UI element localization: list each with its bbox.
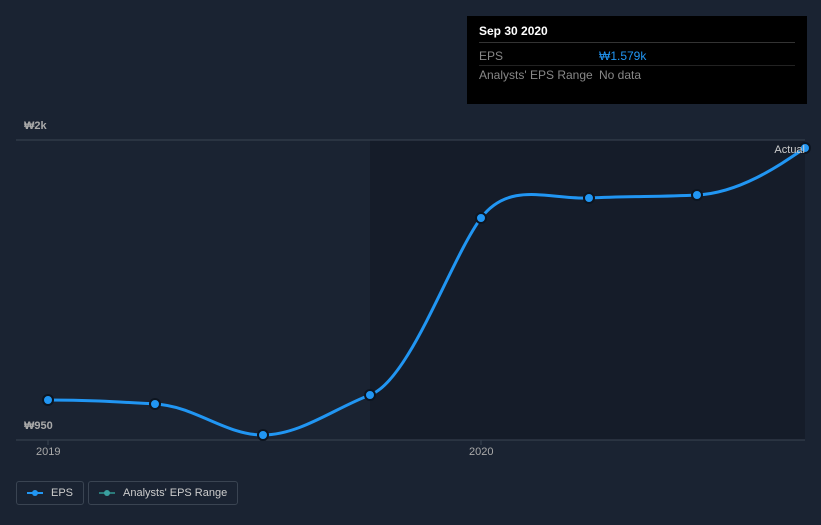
legend-item-eps[interactable]: EPS (16, 481, 84, 505)
tooltip-row: Analysts' EPS Range No data (479, 66, 795, 84)
tooltip-row: EPS ₩1.579k (479, 47, 795, 66)
legend: EPS Analysts' EPS Range (16, 481, 238, 505)
chart-tooltip: Sep 30 2020 EPS ₩1.579k Analysts' EPS Ra… (467, 16, 807, 104)
legend-marker-icon (27, 490, 43, 496)
tooltip-value: ₩1.579k (599, 49, 646, 63)
x-tick-label: 2019 (36, 446, 60, 458)
y-tick-label: ₩2k (24, 120, 47, 132)
tooltip-label: EPS (479, 49, 599, 63)
tooltip-date: Sep 30 2020 (479, 24, 795, 43)
y-tick-label: ₩950 (24, 420, 53, 432)
x-tick-label: 2020 (469, 446, 493, 458)
legend-label: Analysts' EPS Range (123, 487, 227, 499)
legend-marker-icon (99, 490, 115, 496)
tooltip-value: No data (599, 68, 641, 82)
legend-label: EPS (51, 487, 73, 499)
actual-label: Actual (774, 144, 805, 156)
legend-item-analysts-range[interactable]: Analysts' EPS Range (88, 481, 238, 505)
tooltip-label: Analysts' EPS Range (479, 68, 599, 82)
